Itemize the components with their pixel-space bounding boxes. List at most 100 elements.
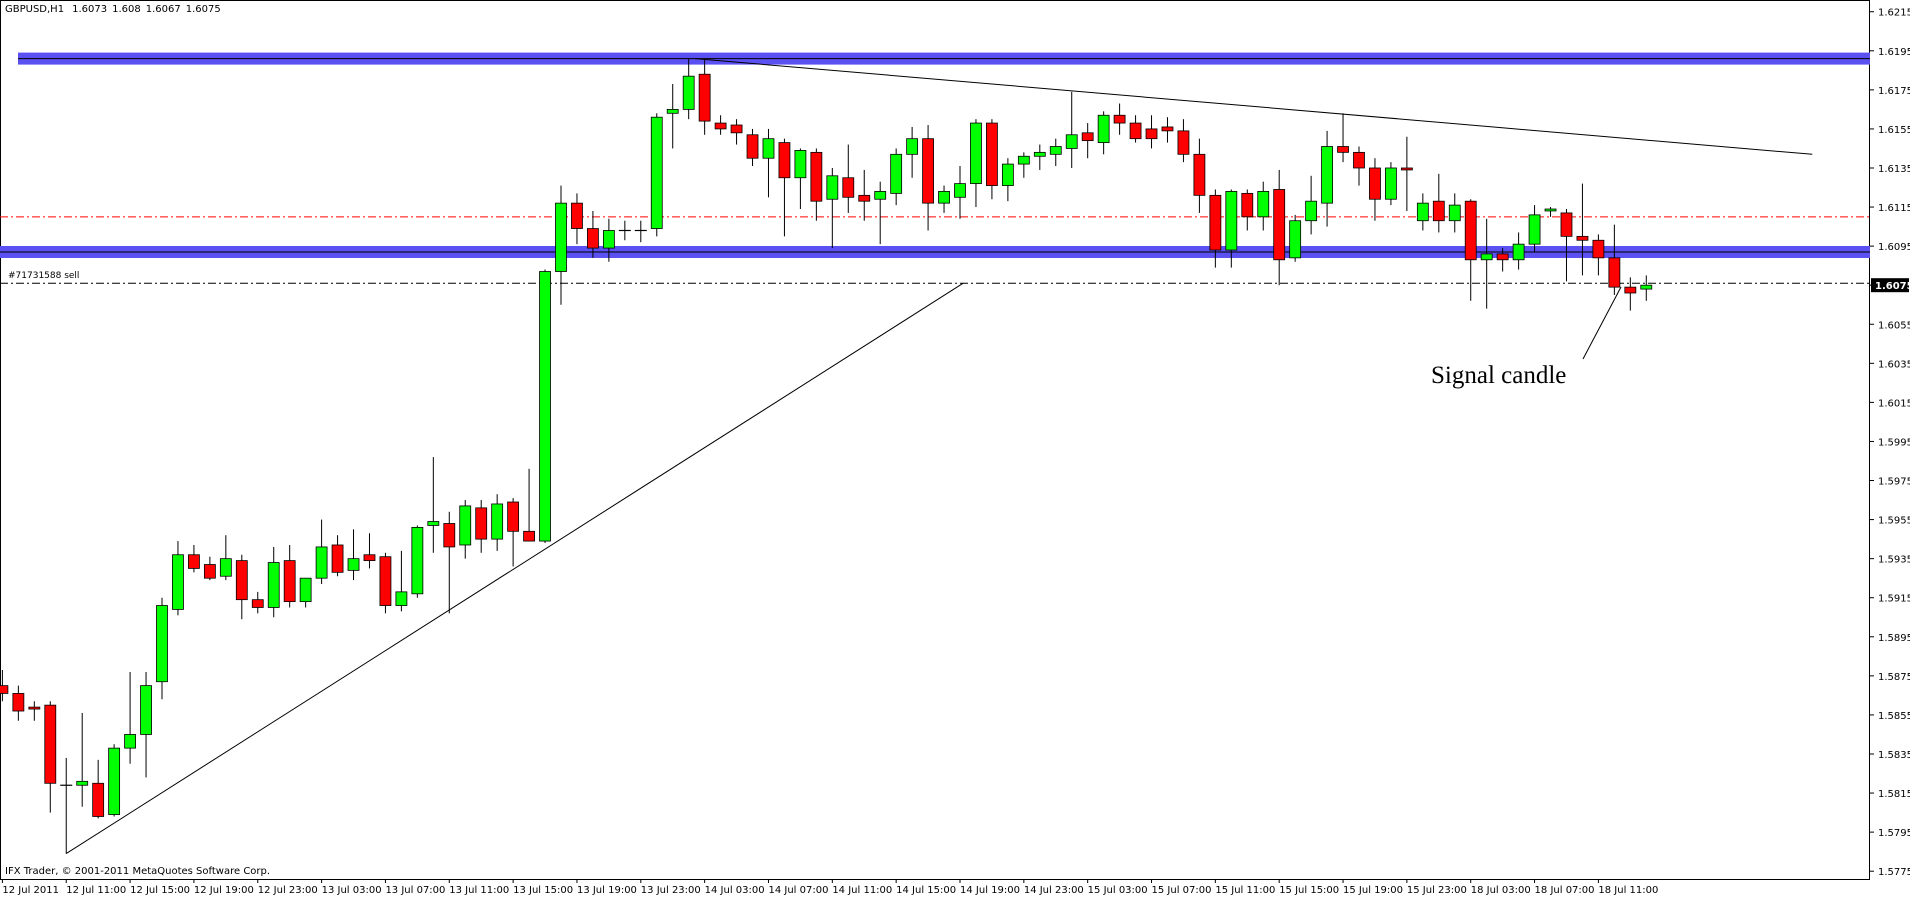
candle-body: [507, 501, 520, 532]
levels: #71731588 sell: [0, 52, 1870, 284]
ohlc-low: 1.6067: [146, 4, 181, 15]
candle-body: [746, 134, 759, 159]
x-tick-label: 15 Jul 03:00: [1088, 885, 1148, 896]
candle-body: [1480, 253, 1493, 261]
candle-body: [1257, 191, 1270, 218]
candle-body: [459, 505, 472, 546]
plot-border: [0, 0, 1870, 880]
x-tick-label: 14 Jul 03:00: [705, 885, 765, 896]
x-tick-label: 12 Jul 15:00: [130, 885, 190, 896]
candle-body: [1608, 257, 1621, 288]
candle-body: [1241, 192, 1254, 218]
candle-body: [44, 704, 57, 784]
candle-body: [1592, 239, 1605, 259]
candle-body: [1369, 167, 1381, 200]
candle-body: [283, 560, 296, 603]
candles: [0, 58, 1653, 854]
candle-body: [1464, 200, 1477, 261]
y-tick-label: 1.5975: [1878, 477, 1910, 488]
candle-body: [1209, 194, 1222, 251]
y-tick-label: 1.6035: [1878, 359, 1910, 370]
candle-body: [571, 202, 583, 229]
candle-body: [1560, 212, 1573, 237]
footer: IFX Trader, © 2001-2011 MetaQuotes Softw…: [5, 866, 270, 877]
symbol: GBPUSD,H1: [5, 4, 64, 15]
candle-body: [890, 153, 903, 194]
candle-body: [1416, 202, 1429, 222]
candle-body: [666, 108, 679, 114]
x-tick-label: 12 Jul 11:00: [66, 885, 126, 896]
candle-body: [1225, 191, 1238, 251]
x-tick-label: 14 Jul 11:00: [832, 885, 892, 896]
candle-body: [778, 142, 791, 179]
ohlc-open: 1.6073: [72, 4, 107, 15]
x-tick-label: 14 Jul 07:00: [768, 885, 828, 896]
x-tick-label: 12 Jul 19:00: [194, 885, 254, 896]
candle-body: [267, 562, 280, 608]
candle-body: [1321, 146, 1333, 204]
candle-body: [922, 138, 934, 204]
candle-body: [1033, 151, 1046, 157]
candle-body: [1305, 200, 1318, 222]
candle-body: [555, 202, 567, 272]
candle-body: [124, 734, 136, 749]
candle-body: [539, 271, 551, 542]
candle-body: [842, 177, 855, 198]
candle-body: [1624, 286, 1637, 294]
candle-body: [140, 685, 152, 735]
candle-body: [331, 544, 344, 573]
candle-body: [650, 116, 663, 229]
candle-body: [970, 122, 982, 185]
x-tick-label: 15 Jul 07:00: [1152, 885, 1212, 896]
candle-body: [906, 138, 919, 155]
candle-body: [587, 228, 599, 249]
candle-body: [363, 554, 376, 562]
candle-body: [1576, 235, 1589, 241]
candle-body: [92, 782, 105, 817]
chart-title: GBPUSD,H1 1.6073 1.608 1.6067 1.6075: [5, 4, 221, 15]
x-tick-label: 12 Jul 23:00: [258, 885, 318, 896]
y-tick-label: 1.6135: [1878, 164, 1910, 175]
y-tick-label: 1.6195: [1878, 47, 1910, 58]
candle-body: [938, 191, 950, 204]
candle-body: [1544, 208, 1557, 212]
candle-body: [1049, 146, 1062, 155]
candle-body: [1448, 204, 1461, 222]
candle-body: [858, 194, 871, 202]
candle-body: [475, 507, 488, 540]
x-tick-label: 18 Jul 03:00: [1471, 885, 1531, 896]
y-tick-label: 1.5955: [1878, 516, 1910, 527]
candle-body: [1273, 189, 1286, 261]
x-tick-label: 13 Jul 03:00: [322, 885, 382, 896]
candle-body: [395, 591, 408, 606]
trendlines: [65, 58, 1813, 855]
axes: 1.6215 1.6195 1.6175 1.6155 1.6135 1.6115 1.60…: [1, 8, 1910, 896]
candle-body: [219, 558, 232, 577]
x-tick-label: 15 Jul 15:00: [1279, 885, 1339, 896]
candle-body: [1528, 214, 1541, 245]
candle-body: [523, 530, 535, 542]
candle-body: [986, 122, 998, 186]
candle-body: [108, 747, 121, 815]
candle-body: [1097, 114, 1110, 143]
order-label: #71731588 sell: [8, 271, 79, 281]
y-tick-label: 1.5795: [1878, 828, 1910, 839]
candle-body: [682, 75, 695, 110]
candle-body: [810, 151, 823, 202]
y-tick-label: 1.5995: [1878, 437, 1910, 448]
x-tick-label: 12 Jul 2011: [2, 885, 59, 896]
y-tick-label: 1.6095: [1878, 242, 1910, 253]
trendline: [695, 58, 1813, 155]
y-tick-label: 1.6055: [1878, 320, 1910, 331]
candle-body: [299, 577, 312, 603]
price-box: [1871, 278, 1909, 293]
candle-body: [427, 521, 440, 526]
candle-body: [411, 527, 424, 595]
x-tick-label: 14 Jul 23:00: [1024, 885, 1084, 896]
candle-body: [172, 554, 184, 610]
x-tick-label: 15 Jul 11:00: [1215, 885, 1275, 896]
candle-body: [1161, 126, 1174, 132]
candle-body: [235, 560, 248, 601]
